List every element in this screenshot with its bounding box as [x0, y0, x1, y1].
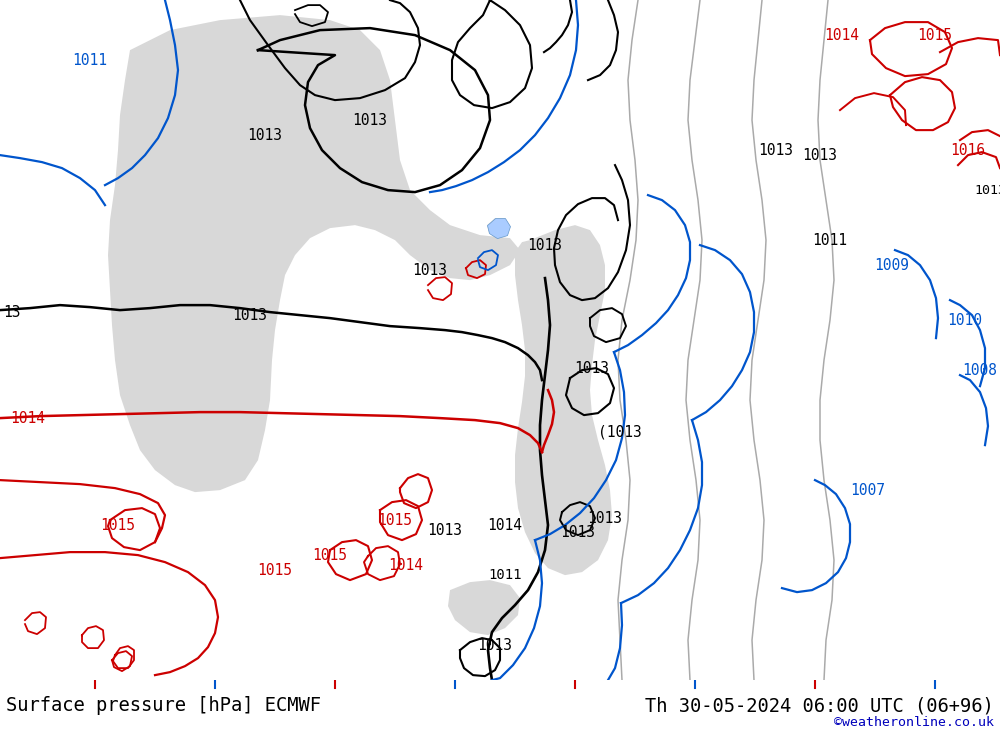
Text: 1015: 1015	[378, 512, 413, 528]
Text: 13: 13	[3, 305, 21, 320]
Text: 1014: 1014	[388, 558, 424, 572]
Text: 1013: 1013	[802, 147, 838, 163]
Text: 1008: 1008	[962, 363, 998, 377]
Text: 1014: 1014	[10, 410, 46, 426]
Text: 1013: 1013	[574, 361, 610, 375]
Text: 1013: 1013	[560, 525, 596, 539]
Text: 1013: 1013	[248, 128, 283, 143]
Text: 1016: 1016	[950, 143, 986, 158]
Text: Surface pressure [hPa] ECMWF: Surface pressure [hPa] ECMWF	[6, 696, 321, 715]
Text: 1011: 1011	[72, 53, 108, 67]
Text: 1013: 1013	[428, 523, 462, 537]
Text: 1013: 1013	[232, 308, 268, 323]
Text: 1011: 1011	[812, 232, 848, 248]
Text: Th 30-05-2024 06:00 UTC (06+96): Th 30-05-2024 06:00 UTC (06+96)	[645, 696, 994, 715]
Text: 1013: 1013	[478, 638, 512, 652]
Text: 1013: 1013	[974, 183, 1000, 196]
Text: 1015: 1015	[312, 548, 348, 563]
Text: 1015: 1015	[258, 563, 292, 578]
Text: 1011: 1011	[488, 568, 522, 582]
Text: 1013: 1013	[413, 262, 448, 278]
Text: 1013: 1013	[759, 143, 794, 158]
Text: 1010: 1010	[948, 312, 982, 328]
Text: 1014: 1014	[488, 517, 522, 533]
Text: 1015: 1015	[918, 28, 952, 43]
Text: 1014: 1014	[824, 28, 860, 43]
Text: 1007: 1007	[850, 482, 886, 498]
Text: 1015: 1015	[100, 517, 136, 533]
Text: ©weatheronline.co.uk: ©weatheronline.co.uk	[834, 716, 994, 729]
Text: 1013: 1013	[588, 511, 622, 526]
Text: 1013: 1013	[352, 113, 388, 128]
Text: 1013: 1013	[528, 237, 562, 253]
Text: (1013: (1013	[598, 424, 642, 440]
Text: 1009: 1009	[874, 257, 910, 273]
